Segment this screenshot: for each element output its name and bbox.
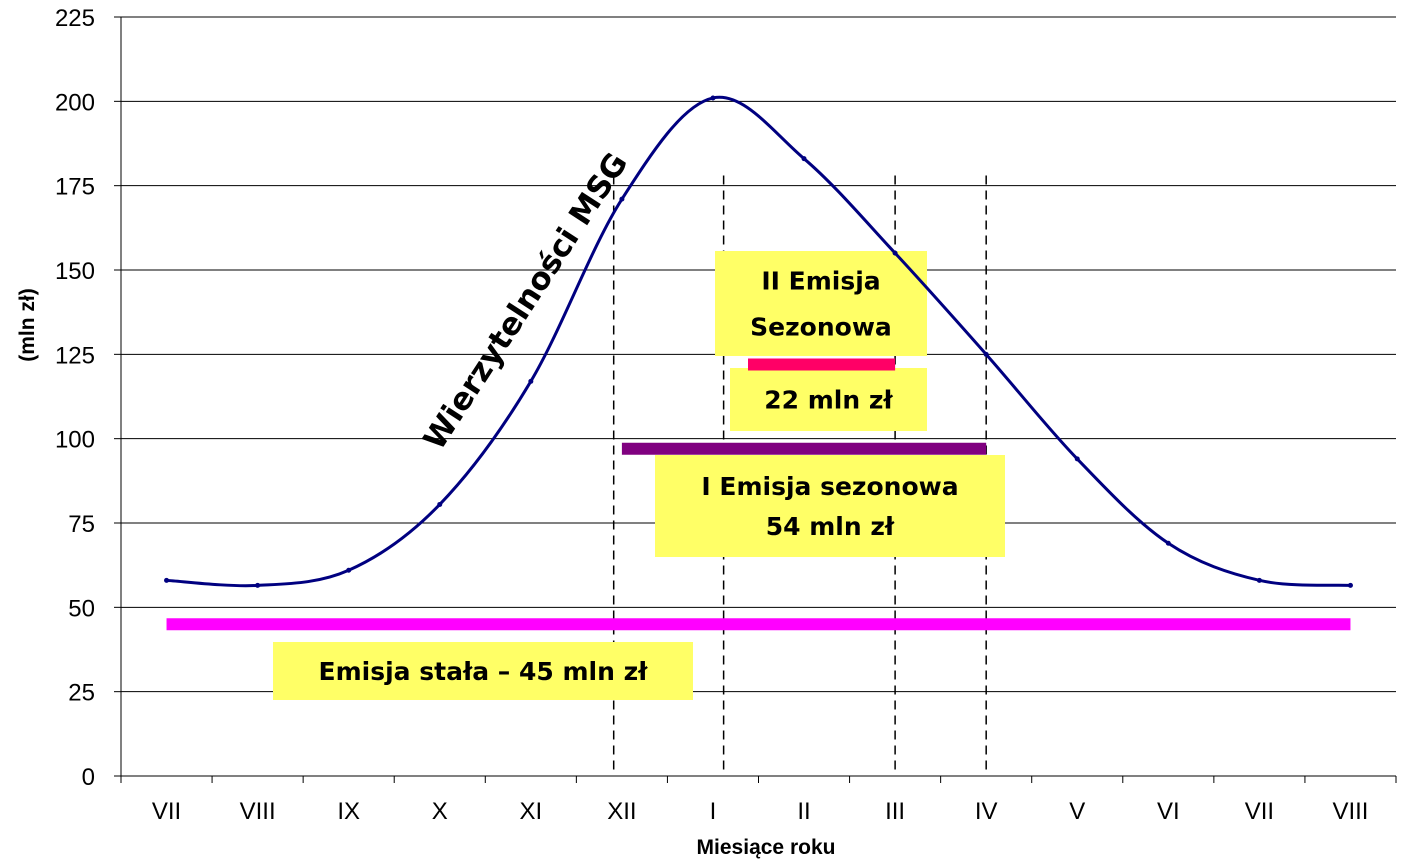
data-point xyxy=(1165,540,1171,546)
series-line xyxy=(166,95,1351,588)
y-tick-label: 0 xyxy=(82,764,95,791)
box-emisja-2-text: Sezonowa xyxy=(750,313,892,342)
y-tick-label: 125 xyxy=(55,342,95,369)
y-tick-label: 25 xyxy=(68,680,95,707)
box-emisja-stala: Emisja stała – 45 mln zł xyxy=(273,642,693,700)
y-axis-title: (mln zł) xyxy=(16,288,39,362)
x-tick-label: VIII xyxy=(1332,798,1368,825)
y-tick-label: 225 xyxy=(55,5,95,32)
box-emisja-1: I Emisja sezonowa 54 mln zł xyxy=(655,455,1005,557)
x-tick-label: VII xyxy=(152,798,181,825)
data-point xyxy=(528,378,534,384)
data-point xyxy=(346,567,352,573)
box-emisja-2-bg xyxy=(715,251,927,356)
x-tick-label: V xyxy=(1069,798,1085,825)
data-point xyxy=(255,582,261,588)
y-tick-label: 200 xyxy=(55,89,95,116)
box-emisja-1-text: 54 mln zł xyxy=(766,512,895,541)
data-point xyxy=(1347,582,1353,588)
data-point xyxy=(710,95,716,101)
data-point xyxy=(164,577,170,583)
x-tick-label: IX xyxy=(337,798,360,825)
box-emisja-stala-text: Emisja stała – 45 mln zł xyxy=(319,657,649,686)
x-tick-label: III xyxy=(885,798,905,825)
y-tick-label: 50 xyxy=(68,595,95,622)
box-emisja-1-text: I Emisja sezonowa xyxy=(701,472,958,501)
x-tick-label: II xyxy=(797,798,810,825)
y-tick-label: 175 xyxy=(55,174,95,201)
x-axis-title: Miesiące roku xyxy=(697,836,836,859)
box-emisja-2-amount-text: 22 mln zł xyxy=(764,386,893,415)
data-point xyxy=(892,250,898,256)
box-emisja-stala-bg xyxy=(273,642,693,700)
x-tick-label: X xyxy=(432,798,448,825)
x-tick-label: VI xyxy=(1157,798,1180,825)
box-emisja-2: II Emisja Sezonowa xyxy=(715,251,927,356)
x-tick-label: IV xyxy=(975,798,998,825)
x-tick-label: VIII xyxy=(240,798,276,825)
data-point xyxy=(1074,456,1080,462)
data-point xyxy=(1256,577,1262,583)
curve-label: Wierzytelności MSG xyxy=(417,146,636,456)
y-tick-label: 150 xyxy=(55,258,95,285)
data-point xyxy=(801,156,807,162)
box-emisja-1-bg xyxy=(655,455,1005,557)
x-tick-label: XI xyxy=(519,798,542,825)
box-emisja-2-amount-bg xyxy=(730,368,927,431)
data-point xyxy=(619,196,625,202)
data-point xyxy=(983,351,989,357)
y-tick-label: 100 xyxy=(55,427,95,454)
x-tick-label: XII xyxy=(607,798,636,825)
box-emisja-2-text: II Emisja xyxy=(761,267,880,296)
box-emisja-2-amount: 22 mln zł xyxy=(730,368,927,431)
x-tick-label: I xyxy=(710,798,717,825)
x-tick-label: VII xyxy=(1245,798,1274,825)
data-point xyxy=(437,501,443,507)
y-tick-label: 75 xyxy=(68,511,95,538)
